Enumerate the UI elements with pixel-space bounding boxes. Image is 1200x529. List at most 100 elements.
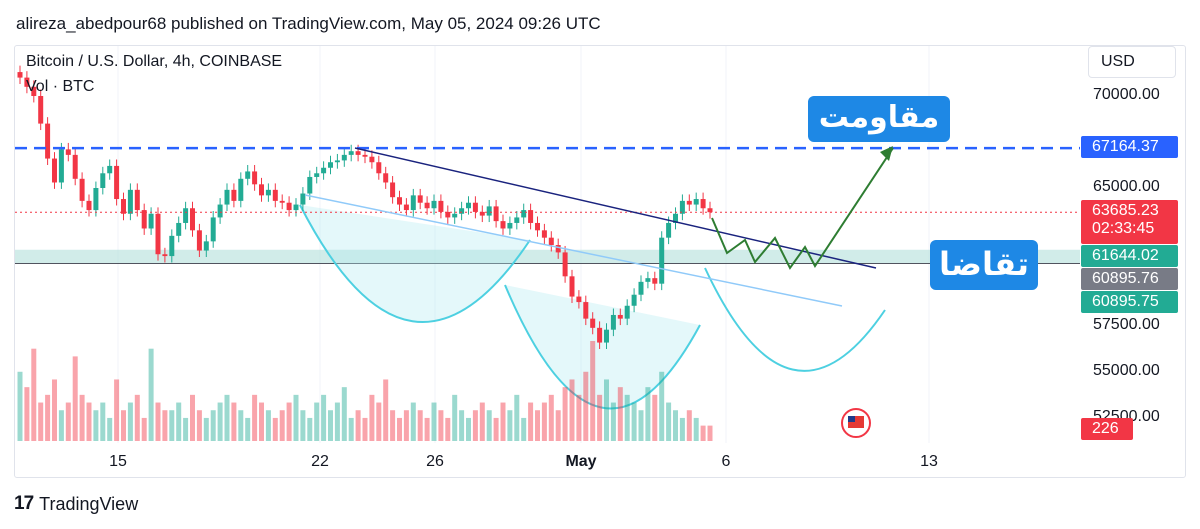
volume-bar xyxy=(231,402,237,441)
volume-bar xyxy=(410,402,416,441)
volume-bar xyxy=(190,394,195,441)
volume-bar xyxy=(217,402,223,441)
volume-bar xyxy=(528,402,534,441)
candle xyxy=(452,213,458,218)
candle xyxy=(17,72,23,78)
candle xyxy=(238,178,244,201)
demand-bottom-tag: 60895.75 xyxy=(1081,291,1178,313)
candle xyxy=(355,151,361,155)
candle xyxy=(562,252,568,277)
candle xyxy=(679,200,685,214)
volume-tag: 226 xyxy=(1081,418,1133,440)
volume-bar xyxy=(307,417,313,441)
volume-bar xyxy=(45,394,51,441)
volume-bar xyxy=(493,417,499,441)
candle xyxy=(624,305,630,319)
volume-bar xyxy=(383,379,389,441)
bar-countdown: 02:33:45 xyxy=(1092,220,1155,237)
volume-bar xyxy=(148,348,154,441)
candle xyxy=(93,188,99,211)
candle xyxy=(376,162,382,174)
volume-bar xyxy=(369,394,375,441)
volume-bar xyxy=(58,410,64,441)
candle xyxy=(617,314,623,319)
candle xyxy=(224,189,230,205)
volume-bar xyxy=(72,356,78,441)
candle xyxy=(555,245,561,253)
tradingview-brand[interactable]: 17 TradingView xyxy=(14,493,138,515)
volume-bar xyxy=(555,410,561,441)
us-flag-canton xyxy=(848,416,855,422)
candle xyxy=(466,202,471,209)
candle xyxy=(203,241,209,251)
volume-bar xyxy=(362,417,368,441)
volume-bar xyxy=(134,394,140,441)
candle xyxy=(631,294,637,306)
candle xyxy=(645,278,651,282)
candle xyxy=(162,254,168,257)
candle xyxy=(576,296,582,303)
candle xyxy=(72,154,78,179)
volume-bar xyxy=(334,402,340,441)
chart-frame xyxy=(14,45,1186,478)
candle xyxy=(431,200,437,209)
volume-bar xyxy=(348,417,354,441)
volume-bar xyxy=(210,410,216,441)
candle xyxy=(493,206,499,222)
candle xyxy=(424,202,430,209)
candle xyxy=(107,165,113,174)
candle xyxy=(500,221,506,229)
volume-bar xyxy=(155,402,161,441)
volume-bar xyxy=(121,410,126,441)
candle xyxy=(100,173,106,188)
cup-shape-middle xyxy=(504,284,701,410)
candle xyxy=(265,189,271,196)
candle xyxy=(707,208,713,213)
candle xyxy=(521,210,527,218)
volume-bar xyxy=(700,425,706,441)
candle xyxy=(293,204,299,211)
y-tick-label: 57500.00 xyxy=(1093,316,1160,333)
volume-bar xyxy=(31,348,37,441)
last-price-tag: 63685.23 02:33:45 xyxy=(1081,200,1178,244)
candle xyxy=(114,165,120,200)
y-tick-label: 65000.00 xyxy=(1093,178,1160,195)
volume-bar xyxy=(631,402,637,441)
volume-bar xyxy=(355,410,361,441)
x-tick-label: 15 xyxy=(109,453,127,470)
candle xyxy=(445,211,451,218)
volume-bar xyxy=(376,402,382,441)
volume-bar xyxy=(300,410,306,441)
volume-bar xyxy=(438,410,444,441)
volume-legend[interactable]: Vol · BTC xyxy=(26,78,95,95)
candle xyxy=(155,213,161,255)
candle xyxy=(314,173,320,177)
candle xyxy=(486,206,492,216)
volume-bar xyxy=(686,410,692,441)
candle xyxy=(597,327,603,343)
candle xyxy=(86,200,92,211)
currency-button[interactable]: USD xyxy=(1088,46,1176,78)
candle xyxy=(176,222,182,236)
volume-bar xyxy=(583,371,589,441)
tradingview-logo-icon: 17 xyxy=(14,493,34,514)
symbol-legend[interactable]: Bitcoin / U.S. Dollar, 4h, COINBASE xyxy=(26,53,283,70)
volume-bar xyxy=(279,410,285,441)
volume-bar xyxy=(341,387,347,441)
volume-bar xyxy=(576,394,582,441)
volume-bar xyxy=(590,341,596,441)
volume-bar xyxy=(638,410,644,441)
cup-shape-left xyxy=(299,204,531,324)
candle xyxy=(141,210,147,229)
candle xyxy=(535,222,540,231)
volume-bar xyxy=(659,371,665,441)
volume-bar xyxy=(265,410,271,441)
support-line-tag: 60895.76 xyxy=(1081,268,1178,290)
y-tick-label: 70000.00 xyxy=(1093,86,1160,103)
candle xyxy=(321,167,327,174)
candle xyxy=(548,237,554,246)
volume-bar xyxy=(114,379,120,441)
volume-bar xyxy=(107,417,113,441)
candle xyxy=(604,329,609,343)
